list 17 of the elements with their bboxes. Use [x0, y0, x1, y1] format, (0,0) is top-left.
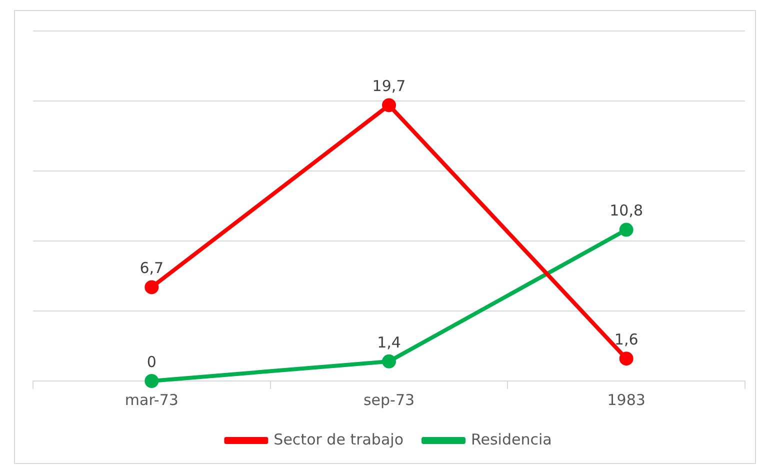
x-tick-label: 1983	[607, 390, 646, 409]
x-tick-label: sep-73	[363, 390, 415, 409]
data-label: 10,8	[610, 202, 644, 220]
x-tick-label: mar-73	[124, 390, 178, 409]
point	[382, 98, 396, 112]
legend-label: Residencia	[470, 430, 552, 448]
data-label: 1,4	[377, 333, 401, 352]
data-label: 1,6	[614, 330, 638, 348]
point	[144, 374, 159, 388]
point	[144, 280, 159, 294]
point	[619, 352, 634, 366]
data-label: 0	[146, 352, 156, 371]
point	[619, 222, 634, 237]
data-label: 6,7	[140, 259, 164, 278]
data-label: 19,7	[372, 77, 406, 96]
legend-label: Sector de trabajo	[274, 430, 404, 448]
point	[382, 354, 396, 368]
